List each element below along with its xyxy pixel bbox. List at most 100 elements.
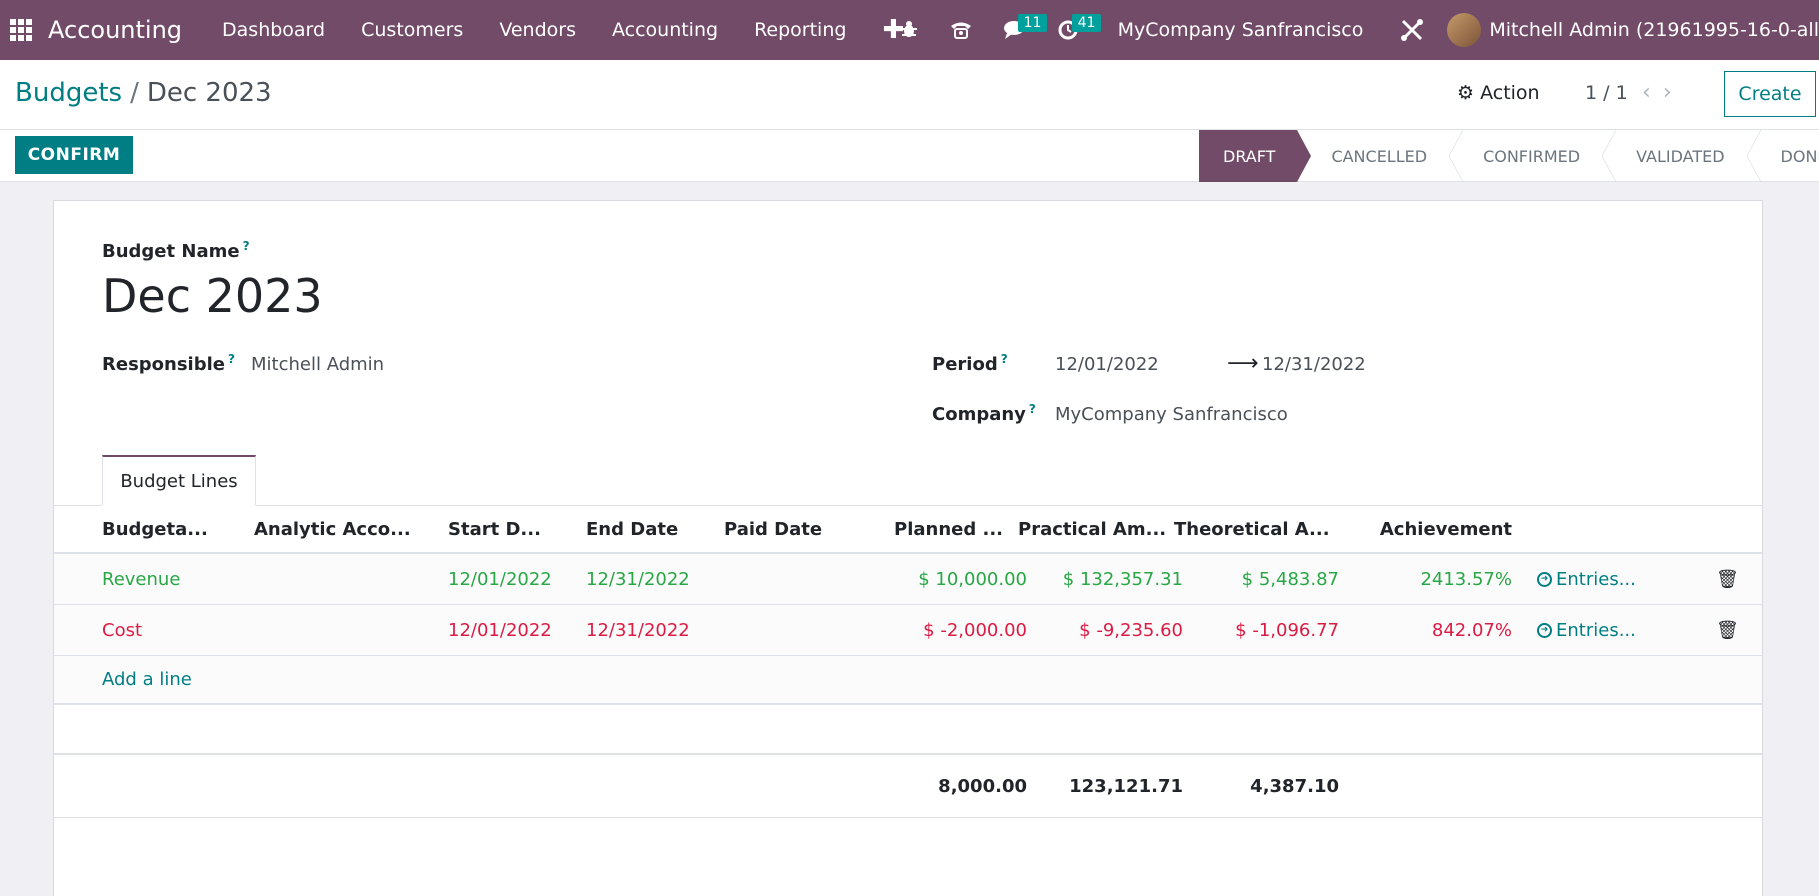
cell-budgetary[interactable]: Revenue	[102, 568, 181, 590]
cell-end-date[interactable]: 12/31/2022	[586, 568, 690, 590]
menu-reporting[interactable]: Reporting	[754, 19, 847, 41]
stage-validated[interactable]: VALIDATED	[1602, 130, 1746, 182]
tools-icon[interactable]	[1385, 0, 1439, 60]
breadcrumb: Budgets / Dec 2023	[15, 78, 272, 108]
breadcrumb-separator: /	[130, 78, 139, 108]
col-paid-date[interactable]: Paid Date	[724, 518, 823, 540]
cell-practical[interactable]: $ -9,235.60	[1079, 619, 1183, 641]
confirm-button[interactable]: CONFIRM	[15, 136, 133, 174]
table-row[interactable]: Cost 12/01/2022 12/31/2022 $ -2,000.00 $…	[54, 605, 1762, 656]
messages-icon[interactable]: 11	[988, 0, 1048, 60]
cell-budgetary[interactable]: Cost	[102, 619, 143, 641]
activities-clock-icon[interactable]: 41	[1042, 0, 1102, 60]
add-line-link[interactable]: Add a line	[102, 669, 192, 690]
company-switcher[interactable]: MyCompany Sanfrancisco	[1117, 19, 1364, 41]
cell-paid-date[interactable]	[724, 605, 849, 655]
control-panel: Budgets / Dec 2023 ⚙ Action 1 / 1 ‹› Creat…	[0, 60, 1819, 130]
col-analytic[interactable]: Analytic Acco...	[254, 518, 411, 540]
menu-vendors[interactable]: Vendors	[499, 19, 576, 41]
breadcrumb-budgets[interactable]: Budgets	[15, 78, 123, 108]
menu-customers[interactable]: Customers	[361, 19, 464, 41]
form-sheet: Budget Name? Dec 2023 Responsible? Mitch…	[53, 200, 1763, 896]
cell-analytic[interactable]	[254, 554, 434, 604]
help-icon[interactable]: ?	[1028, 402, 1036, 416]
bug-icon[interactable]	[884, 0, 934, 60]
period-start-field[interactable]: 12/01/2022	[1055, 354, 1159, 375]
action-label: Action	[1480, 82, 1540, 104]
entries-button[interactable]: ➜ Entries...	[1537, 554, 1657, 604]
help-icon[interactable]: ?	[242, 239, 250, 253]
cell-start-date[interactable]: 12/01/2022	[448, 619, 552, 641]
entries-label: Entries...	[1556, 619, 1636, 641]
cell-achievement[interactable]: 2413.57%	[1420, 568, 1512, 590]
cell-theoretical[interactable]: $ 5,483.87	[1241, 568, 1339, 590]
cell-end-date[interactable]: 12/31/2022	[586, 619, 690, 641]
breadcrumb-current: Dec 2023	[146, 78, 272, 108]
responsible-label: Responsible?	[102, 352, 235, 375]
responsible-field[interactable]: Mitchell Admin	[251, 354, 385, 375]
entries-label: Entries...	[1556, 568, 1636, 590]
col-planned[interactable]: Planned ...	[894, 518, 1004, 540]
messages-badge: 11	[1017, 14, 1048, 32]
cell-achievement[interactable]: 842.07%	[1431, 619, 1512, 641]
stage-pipeline: DRAFT CANCELLED CONFIRMED VALIDATED DONE	[1199, 130, 1819, 182]
top-navbar: Accounting Dashboard Customers Vendors A…	[0, 0, 1819, 60]
stage-cancelled[interactable]: CANCELLED	[1331, 146, 1428, 166]
cell-theoretical[interactable]: $ -1,096.77	[1235, 619, 1339, 641]
period-end-field[interactable]: 12/31/2022	[1262, 354, 1366, 375]
user-menu[interactable]: Mitchell Admin (21961995-16-0-all	[1489, 19, 1819, 41]
empty-row	[54, 705, 1762, 755]
stage-done[interactable]: DONE	[1746, 130, 1819, 182]
total-planned: 8,000.00	[938, 775, 1027, 797]
user-avatar[interactable]	[1447, 13, 1482, 47]
entries-button[interactable]: ➜ Entries...	[1537, 605, 1657, 655]
chevron-right-icon[interactable]: ›	[1662, 80, 1684, 105]
add-line-row: Add a line	[54, 656, 1762, 705]
cell-practical[interactable]: $ 132,357.31	[1062, 568, 1183, 590]
total-theoretical: 4,387.10	[1250, 775, 1339, 797]
cell-analytic[interactable]	[254, 605, 434, 655]
arrow-circle-right-icon: ➜	[1537, 622, 1552, 638]
menu-accounting[interactable]: Accounting	[611, 19, 719, 41]
phone-icon[interactable]	[934, 0, 988, 60]
arrow-circle-right-icon: ➜	[1537, 571, 1552, 587]
apps-menu-icon[interactable]	[10, 19, 32, 41]
action-menu-button[interactable]: ⚙ Action	[1457, 82, 1540, 104]
trash-icon[interactable]: 🗑	[1716, 568, 1739, 590]
cell-start-date[interactable]: 12/01/2022	[448, 568, 552, 590]
status-bar: CONFIRM DRAFT CANCELLED CONFIRMED VALIDA…	[0, 130, 1819, 182]
cell-planned[interactable]: $ 10,000.00	[918, 568, 1027, 590]
table-row[interactable]: Revenue 12/01/2022 12/31/2022 $ 10,000.0…	[54, 554, 1762, 605]
total-practical: 123,121.71	[1069, 775, 1183, 797]
budget-lines-table: Budgeta... Analytic Acco... Start D... E…	[54, 506, 1762, 818]
trash-icon[interactable]: 🗑	[1716, 619, 1739, 641]
company-field[interactable]: MyCompany Sanfrancisco	[1055, 404, 1288, 425]
tab-divider	[54, 505, 1762, 506]
col-start-date[interactable]: Start D...	[448, 518, 541, 540]
arrow-right-icon: ⟶	[1227, 351, 1259, 376]
plus-icon[interactable]: ✚	[882, 15, 905, 45]
company-label: Company?	[932, 402, 1036, 425]
create-button[interactable]: Create	[1724, 71, 1816, 117]
pager-arrows: ‹›	[1642, 80, 1684, 105]
pager-value[interactable]: 1 / 1	[1585, 82, 1628, 104]
stage-draft[interactable]: DRAFT	[1199, 130, 1312, 182]
stage-confirmed[interactable]: CONFIRMED	[1449, 130, 1602, 182]
budget-name-label: Budget Name?	[102, 239, 250, 262]
tab-budget-lines[interactable]: Budget Lines	[102, 455, 256, 506]
col-achievement[interactable]: Achievement	[1379, 518, 1512, 540]
cell-planned[interactable]: $ -2,000.00	[923, 619, 1027, 641]
budget-name-input[interactable]: Dec 2023	[102, 269, 323, 323]
col-theoretical[interactable]: Theoretical A...	[1174, 518, 1330, 540]
activities-badge: 41	[1071, 14, 1102, 32]
chevron-left-icon[interactable]: ‹	[1642, 80, 1663, 105]
col-end-date[interactable]: End Date	[586, 518, 679, 540]
cell-paid-date[interactable]	[724, 554, 849, 604]
col-budgetary[interactable]: Budgeta...	[102, 518, 208, 540]
help-icon[interactable]: ?	[228, 352, 235, 366]
menu-dashboard[interactable]: Dashboard	[222, 19, 326, 41]
col-practical[interactable]: Practical Am...	[1018, 518, 1167, 540]
app-name[interactable]: Accounting	[48, 16, 183, 44]
totals-row: 8,000.00 123,121.71 4,387.10	[54, 755, 1762, 818]
help-icon[interactable]: ?	[1000, 352, 1008, 366]
